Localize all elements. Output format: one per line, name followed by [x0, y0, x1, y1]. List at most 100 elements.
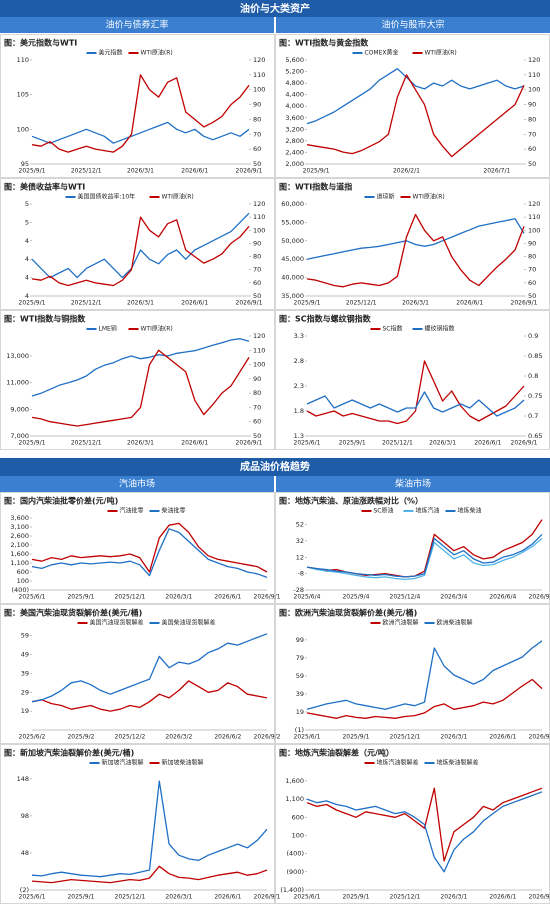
- section-title: 成品油价格趋势: [240, 460, 310, 473]
- x-tick-label: 2026/3/2: [165, 734, 192, 741]
- y-tick-label: 39: [296, 690, 304, 698]
- y-tick-label: 80: [253, 253, 261, 261]
- chart-title: 图：美元指数与WTI: [4, 38, 77, 48]
- x-tick-label: 2026/6/2: [214, 734, 241, 741]
- x-tick-label: 2025/12/1: [390, 894, 421, 901]
- legend-label: 新加坡汽油裂解: [102, 759, 144, 767]
- column-bar: [0, 476, 274, 492]
- y-tick-label: 39: [21, 669, 29, 677]
- x-tick-label: 2026/3/1: [127, 440, 154, 447]
- y-tick-label: 60,000: [281, 200, 304, 208]
- series-line: [31, 522, 268, 573]
- legend-label: COMEX黄金: [365, 49, 399, 57]
- y-tick-label: 7,000: [10, 432, 29, 440]
- x-tick-label: 2025/9/1: [67, 894, 94, 901]
- y-tick-label: 1.8: [294, 407, 304, 415]
- y-tick-label: 45,000: [281, 255, 304, 263]
- x-tick-label: 2026/9/1: [236, 300, 263, 307]
- series-line: [306, 213, 525, 288]
- x-tick-label: 2025/9/1: [67, 594, 94, 601]
- y-tick-label: -28: [293, 586, 304, 594]
- x-tick-label: 2025/6/4: [294, 594, 321, 601]
- chart-title: 图：WTI指数与铜指数: [4, 314, 86, 324]
- y-tick-label: 2.8: [294, 357, 304, 365]
- series-line: [31, 633, 268, 703]
- y-tick-label: 99: [296, 636, 304, 644]
- x-tick-label: 2026/6/1: [489, 894, 516, 901]
- panel-border: [275, 744, 550, 904]
- y-tick-label: 52: [296, 521, 304, 529]
- x-tick-label: 2025/9/1: [342, 894, 369, 901]
- x-tick-label: 2025/6/1: [294, 894, 321, 901]
- legend-label: 地炼柴油: [458, 507, 482, 515]
- panel-border: [0, 34, 275, 178]
- y-tick-label: 70: [253, 403, 261, 411]
- x-tick-label: 2025/6/1: [19, 894, 46, 901]
- x-tick-label: 2026/9/1: [511, 300, 538, 307]
- y-tick-label: (1): [295, 726, 304, 734]
- y-tick-label: 60: [528, 279, 536, 287]
- column-bar: [276, 476, 550, 492]
- y-tick-label: 70: [253, 266, 261, 274]
- x-tick-label: 2026/2/1: [393, 168, 420, 175]
- chart-title: 图：美国汽柴油现货裂解价差(美元/桶): [4, 608, 142, 618]
- y-tick-label: 100: [528, 86, 540, 94]
- y-tick-label: 120: [253, 200, 265, 208]
- chart-title: 图：新加坡汽柴油裂解价差(美元/桶): [4, 748, 134, 758]
- x-tick-label: 2025/12/1: [115, 894, 146, 901]
- legend-label: 螺纹钢指数: [425, 325, 455, 333]
- y-tick-label: 13,000: [6, 352, 29, 360]
- x-tick-label: 2026/6/4: [489, 594, 516, 601]
- y-tick-label: 48: [21, 849, 29, 857]
- x-tick-label: 2026/6/1: [474, 440, 501, 447]
- y-tick-label: 0.65: [528, 432, 542, 440]
- legend-label: SC指数: [383, 325, 403, 333]
- y-tick-label: 98: [21, 812, 29, 820]
- x-tick-label: 2025/6/2: [19, 734, 46, 741]
- x-tick-label: 2026/3/1: [429, 440, 456, 447]
- y-tick-label: 2,100: [10, 541, 29, 549]
- series-line: [306, 360, 525, 425]
- y-tick-label: 5,200: [285, 68, 304, 76]
- x-tick-label: 2025/9/1: [339, 440, 366, 447]
- y-tick-label: 55,000: [281, 218, 304, 226]
- panel-border: [0, 604, 275, 744]
- y-tick-label: 110: [253, 346, 265, 354]
- y-tick-label: 60: [253, 145, 261, 153]
- x-tick-label: 2026/9/1: [254, 894, 281, 901]
- x-tick-label: 2026/7/1: [483, 168, 510, 175]
- y-tick-label: 95: [21, 160, 29, 168]
- chart-title: 图：地炼汽柴油、原油涨跌幅对比（%）: [279, 496, 423, 506]
- legend-label: 地炼柴油裂解差: [437, 759, 479, 767]
- chart-title: 图：地炼汽柴油裂解差（元/吨）: [279, 748, 394, 758]
- x-tick-label: 2025/9/2: [67, 734, 94, 741]
- y-tick-label: 70: [253, 130, 261, 138]
- x-tick-label: 2026/3/1: [127, 300, 154, 307]
- y-tick-label: 0.85: [528, 352, 542, 360]
- y-tick-label: 100: [253, 86, 265, 94]
- y-tick-label: 2,600: [10, 532, 29, 540]
- y-tick-label: 50: [253, 432, 261, 440]
- y-tick-label: 0.7: [528, 412, 538, 420]
- x-tick-label: 2026/6/1: [214, 894, 241, 901]
- x-tick-label: 2026/9/1: [511, 440, 538, 447]
- y-tick-label: 0.8: [528, 372, 538, 380]
- series-line: [306, 791, 543, 873]
- y-tick-label: 4: [25, 292, 29, 300]
- series-line: [306, 519, 543, 578]
- y-tick-label: 120: [253, 56, 265, 64]
- legend-label: 美国柴油现货裂解差: [162, 619, 216, 627]
- legend-label: 地炼汽油: [416, 507, 440, 515]
- series-line: [306, 74, 525, 158]
- x-tick-label: 2026/9/1: [254, 594, 281, 601]
- x-tick-label: 2025/9/1: [19, 168, 46, 175]
- x-tick-label: 2026/9/1: [529, 734, 550, 741]
- y-tick-label: 100: [17, 125, 29, 133]
- y-tick-label: 11,000: [6, 379, 29, 387]
- y-tick-label: 1.3: [294, 432, 304, 440]
- y-tick-label: 105: [17, 91, 29, 99]
- y-tick-label: 100: [253, 361, 265, 369]
- y-tick-label: 3,600: [10, 514, 29, 522]
- y-tick-label: 32: [296, 537, 304, 545]
- y-tick-label: 100: [292, 831, 304, 839]
